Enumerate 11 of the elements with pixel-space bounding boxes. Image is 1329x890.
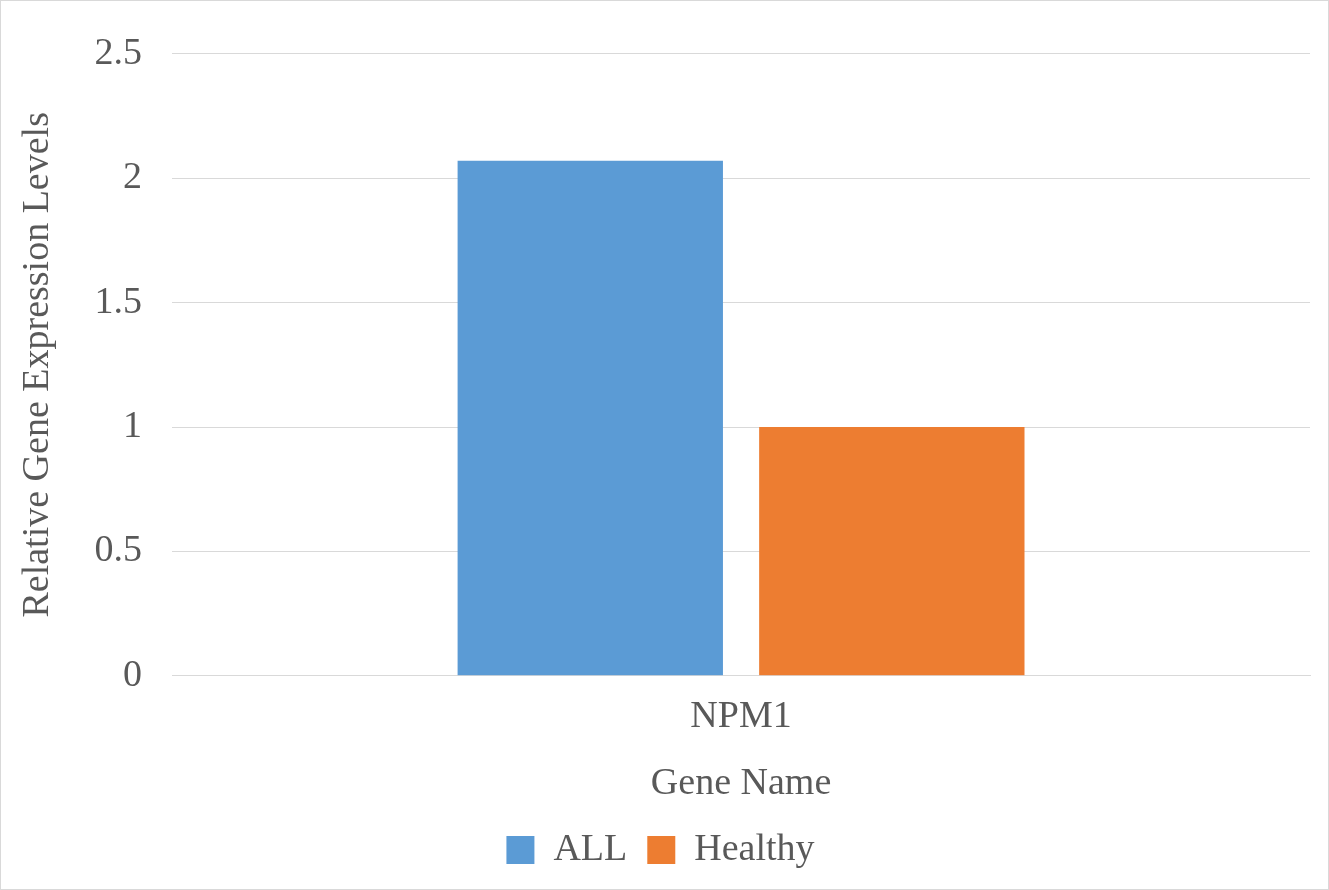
y-axis-title: Relative Gene Expression Levels bbox=[13, 112, 56, 618]
y-tick-label: 2 bbox=[123, 154, 143, 197]
y-tick-label: 2.5 bbox=[94, 29, 143, 72]
legend-label: ALL bbox=[553, 825, 628, 868]
y-tick-label: 1 bbox=[123, 402, 143, 445]
y-tick-label: 0.5 bbox=[94, 527, 143, 570]
y-tick-label: 1.5 bbox=[94, 278, 143, 321]
x-axis-title: Gene Name bbox=[650, 760, 832, 803]
legend-label: Healthy bbox=[694, 825, 815, 868]
x-tick-label: NPM1 bbox=[690, 692, 792, 735]
y-tick-label: 0 bbox=[123, 651, 143, 694]
